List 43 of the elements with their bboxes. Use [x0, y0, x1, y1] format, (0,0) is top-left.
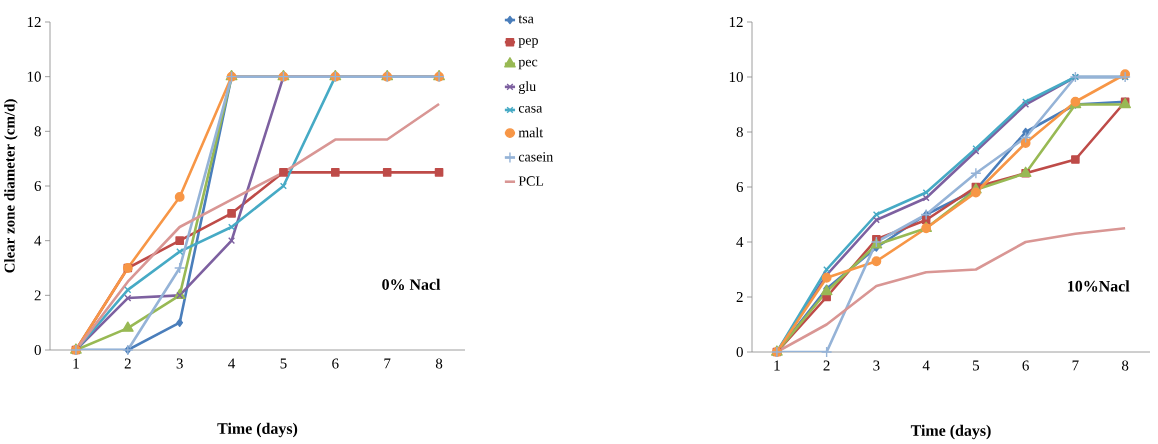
legend-label: tsa — [518, 15, 534, 24]
x-tick-label: 8 — [1121, 360, 1129, 371]
legend-label: casa — [518, 105, 543, 113]
annotation: 10%Nacl — [1068, 280, 1130, 292]
x-tick-label: 7 — [384, 358, 391, 369]
y-tick-label: 2 — [34, 290, 41, 301]
annotation: 0% Nacl — [382, 278, 441, 291]
x-tick-label: 2 — [823, 360, 830, 371]
legend-label: malt — [518, 127, 544, 138]
y-tick-label: 10 — [27, 71, 41, 82]
x-axis-title: Time (days) — [910, 424, 991, 440]
y-tick-label: 0 — [34, 344, 41, 356]
y-tick-label: 10 — [729, 71, 743, 83]
x-tick-label: 5 — [280, 358, 287, 369]
x-tick-label: 7 — [1072, 360, 1079, 371]
x-tick-label: 8 — [435, 358, 443, 369]
x-tick-label: 4 — [228, 358, 236, 369]
x-tick-label: 3 — [176, 358, 183, 369]
legend-label: pep — [518, 38, 538, 48]
x-tick-label: 2 — [124, 358, 131, 369]
y-tick-label: 4 — [736, 237, 744, 247]
x-tick-label: 5 — [973, 360, 980, 371]
y-axis-title: Clear zone diameter (cm/d) — [4, 99, 18, 273]
x-tick-label: 3 — [873, 360, 880, 371]
x-tick-label: 6 — [332, 358, 339, 369]
x-tick-label: 4 — [922, 360, 930, 371]
legend-label: glu — [518, 81, 536, 94]
y-tick-label: 6 — [34, 180, 42, 192]
legend-label: PCL — [518, 176, 544, 186]
legend-label: pec — [518, 59, 538, 70]
x-tick-label: 6 — [1022, 360, 1029, 371]
x-axis-title: Time (days) — [217, 422, 298, 438]
y-tick-label: 2 — [736, 292, 743, 302]
x-tick-label: 1 — [73, 358, 79, 369]
y-tick-label: 8 — [34, 126, 41, 137]
y-tick-label: 4 — [34, 235, 42, 246]
y-tick-label: 0 — [736, 346, 743, 358]
x-tick-label: 1 — [774, 360, 780, 371]
y-tick-label: 12 — [729, 17, 743, 27]
y-tick-label: 6 — [736, 181, 744, 193]
y-tick-label: 8 — [736, 126, 743, 138]
y-tick-label: 12 — [27, 17, 41, 27]
legend-label: casein — [518, 152, 553, 162]
